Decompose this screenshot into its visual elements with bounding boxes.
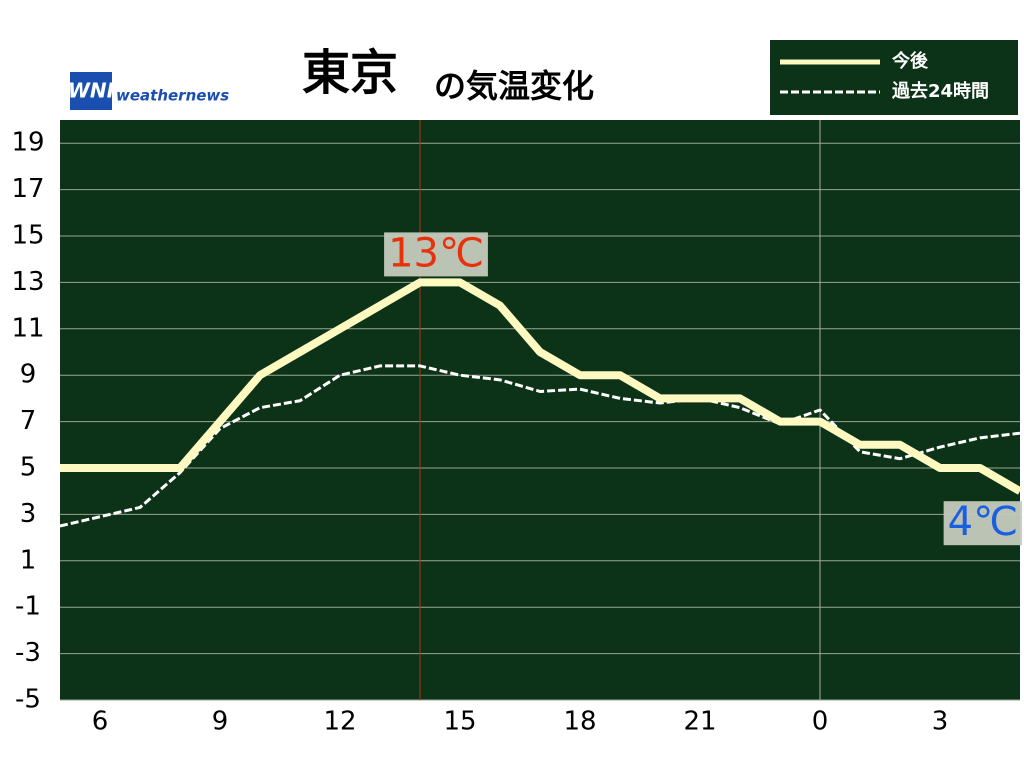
logo: WNI weathernews — [68, 72, 229, 110]
plot-area — [60, 120, 1020, 700]
series-line — [60, 278, 1023, 495]
logo-text: WNI — [68, 79, 115, 103]
x-tick-label: 3 — [932, 707, 949, 737]
x-tick-label: 15 — [443, 707, 476, 737]
y-tick-label: -5 — [15, 685, 41, 715]
y-tick-label: 9 — [20, 360, 37, 390]
y-tick-label: 7 — [20, 406, 37, 436]
chart-title-suffix: の気温変化 — [434, 67, 594, 105]
x-tick-label: 21 — [683, 707, 716, 737]
logo-box — [70, 72, 112, 110]
y-tick-label: 15 — [11, 221, 44, 251]
y-tick-label: -3 — [15, 638, 41, 668]
annotation-box — [384, 232, 488, 277]
annotation-label: 4℃ — [948, 499, 1018, 545]
x-tick-label: 0 — [812, 707, 829, 737]
x-tick-label: 18 — [563, 707, 596, 737]
chart-title: 東京 — [302, 45, 398, 101]
x-tick-label: 6 — [92, 707, 109, 737]
annotation-label: 13℃ — [388, 230, 484, 276]
y-tick-label: 5 — [20, 453, 37, 483]
y-tick-label: 17 — [11, 174, 44, 204]
y-tick-label: 3 — [20, 499, 37, 529]
y-tick-label: 11 — [11, 313, 44, 343]
brand-name: weathernews — [116, 87, 229, 105]
y-tick-label: 1 — [20, 545, 37, 575]
annotation-box — [943, 501, 1022, 546]
legend-box — [770, 40, 1018, 115]
x-tick-label: 9 — [212, 707, 229, 737]
annotation: 4℃ — [943, 499, 1022, 546]
y-tick-label: 13 — [11, 267, 44, 297]
legend-label: 過去24時間 — [892, 80, 989, 102]
legend-label: 今後 — [892, 50, 929, 72]
series-line — [59, 364, 1021, 528]
annotation: 13℃ — [384, 230, 488, 277]
x-tick-label: 12 — [323, 707, 356, 737]
y-tick-label: 19 — [11, 128, 44, 158]
y-tick-label: -1 — [15, 592, 41, 622]
